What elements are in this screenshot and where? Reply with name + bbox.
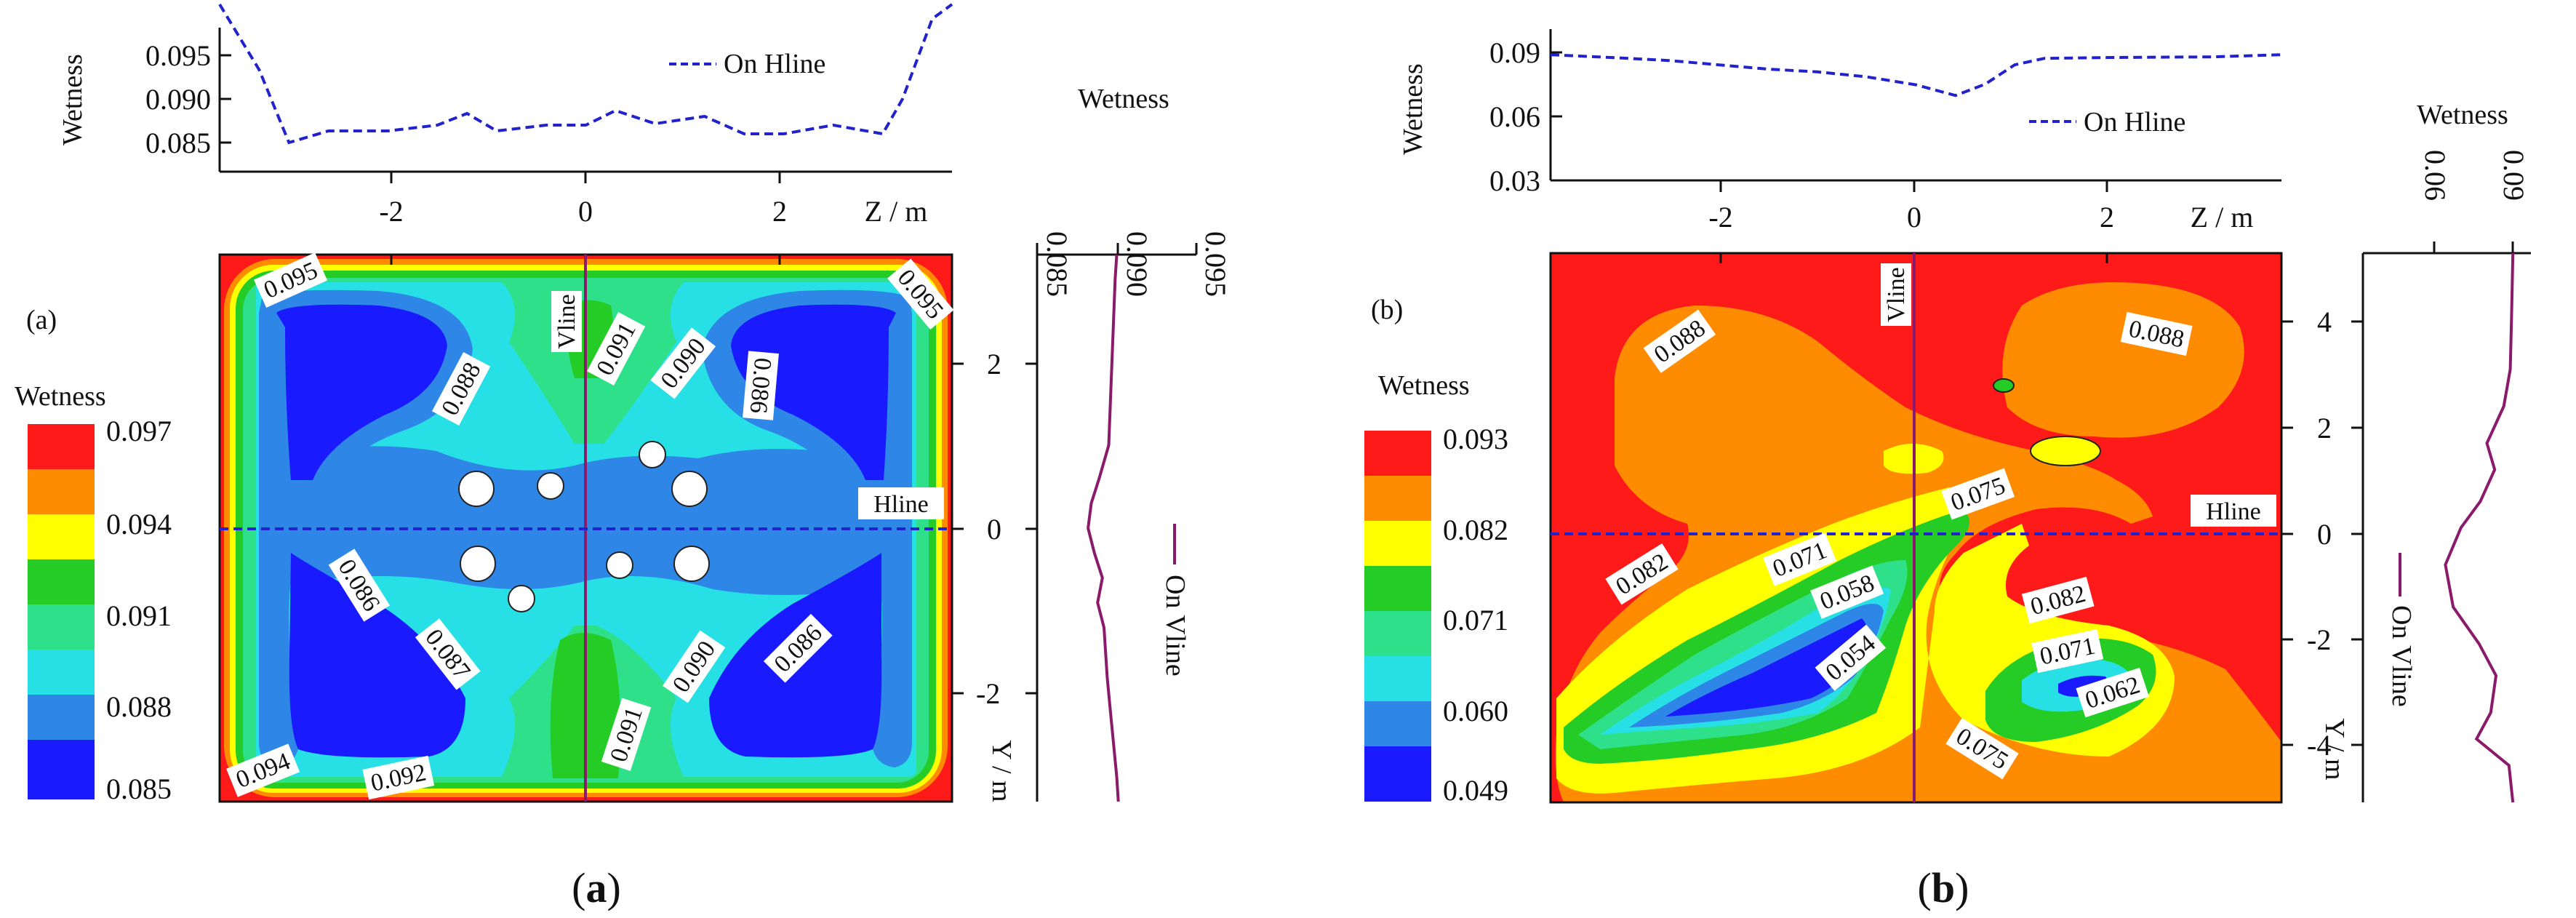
panel-b-top-legend-label: On Hline	[2084, 107, 2185, 137]
panel-a-vline-series	[1087, 254, 1120, 802]
panel-a-right-title: Wetness	[1078, 84, 1169, 114]
panel-b-right-title: Wetness	[2417, 100, 2508, 130]
panel-a-hline-label: Hline	[858, 487, 944, 519]
panel-a-colorbar-label-3: 0.088	[106, 690, 172, 723]
panel-b-top-xtick-1: 0	[1907, 201, 1921, 234]
panel-a-top-legend-label: On Hline	[724, 49, 825, 79]
svg-text:Hline: Hline	[873, 491, 929, 518]
panel-b-map-ytick-3: -2	[2307, 623, 2331, 656]
panel-b-top-xtick-2: 2	[2100, 201, 2114, 234]
panel-b-hline-series	[1550, 53, 2282, 97]
panel-a-right-tick-2: 0.095	[1199, 231, 1232, 297]
panel-a-contour-label: 0.094	[226, 743, 300, 797]
panel-b-right-tick-0: 0.06	[2419, 150, 2452, 201]
panel-b-colorbar-label-2: 0.071	[1443, 604, 1508, 636]
panel-b-map-ytick-2: 0	[2317, 518, 2332, 551]
panel-b-colorbar-title: Wetness	[1378, 370, 1470, 401]
panel-a-colorbar: Wetness 0.097 0.094 0.091 0.088 0.085	[15, 381, 172, 805]
panel-b-caption: (b)	[1918, 864, 1969, 911]
panel-b-map-ytick-4: -4	[2307, 729, 2331, 762]
panel-a-top-xtick-0: -2	[379, 195, 403, 228]
panel-a-top-plot: 0.085 0.090 0.095 Wetness -2 0 2 Z / m O…	[57, 3, 953, 228]
panel-a-colorbar-label-1: 0.094	[106, 508, 172, 540]
panel-a-top-ylabel: Wetness	[57, 54, 88, 145]
panel-b-contour-label: 0.088	[2120, 311, 2193, 356]
panel-b-map-ytick-1: 2	[2317, 412, 2332, 444]
svg-text:0.086: 0.086	[745, 356, 777, 414]
panel-b-right-legend-label: On Vline	[2386, 605, 2417, 707]
panel-b-top-xlabel: Z / m	[2191, 201, 2254, 234]
svg-text:Hline: Hline	[2206, 498, 2261, 525]
panel-b-top-ytick-2: 0.09	[1489, 36, 1540, 69]
panel-b-top-ytick-1: 0.06	[1489, 100, 1540, 133]
panel-b-colorbar-label-3: 0.060	[1443, 695, 1508, 727]
panel-b-right-tick-1: 0.09	[2497, 150, 2530, 201]
panel-a-colorbar-label-4: 0.085	[106, 773, 172, 805]
panel-b-contour-map: 4 2 0 -2 -4 Y / m (b) Vline Hline 0.088 …	[1371, 252, 2350, 804]
panel-b-top-ytick-0: 0.03	[1489, 164, 1540, 197]
panel-a-colorbar-title: Wetness	[15, 381, 106, 412]
panel-a-map-ytick-0: 2	[987, 348, 1001, 380]
panel-a-right-plot: Wetness 0.085 0.090 0.095 On Vline	[1025, 84, 1232, 802]
panel-b: 0.03 0.06 0.09 Wetness -2 0 2 Z / m On H…	[1364, 29, 2531, 911]
panel-a-top-xlabel: Z / m	[865, 195, 928, 228]
panel-a-caption: (a)	[572, 864, 621, 911]
panel-a-right-tick-0: 0.085	[1041, 231, 1073, 297]
panel-b-top-xtick-0: -2	[1708, 201, 1732, 234]
panel-b-colorbar-label-1: 0.082	[1443, 514, 1508, 546]
panel-b-right-plot: Wetness 0.06 0.09 On Vline	[2351, 100, 2531, 803]
panel-a-map-ylabel: Y / m	[986, 740, 1017, 802]
svg-text:Vline: Vline	[1883, 267, 1910, 322]
panel-b-tag: (b)	[1371, 295, 1403, 325]
panel-a-top-xtick-2: 2	[772, 195, 787, 228]
panel-b-colorbar-label-4: 0.049	[1443, 774, 1508, 807]
panel-a-top-ytick-2: 0.095	[145, 39, 211, 72]
panel-a: 0.085 0.090 0.095 Wetness -2 0 2 Z / m O…	[15, 3, 1232, 911]
panel-b-top-plot: 0.03 0.06 0.09 Wetness -2 0 2 Z / m On H…	[1398, 29, 2282, 234]
panel-a-contour-map: 2 0 -2 Y / m (a) Vline Hline 0.095 0.095…	[26, 252, 1017, 803]
svg-text:Vline: Vline	[553, 294, 580, 349]
panel-a-hline-series	[218, 3, 953, 145]
panel-b-map-ytick-0: 4	[2317, 306, 2332, 338]
panel-a-map-ytick-2: -2	[976, 677, 1000, 710]
panel-a-vline-label: Vline	[551, 291, 582, 352]
panel-a-tag: (a)	[26, 305, 57, 335]
panel-a-top-ytick-0: 0.085	[145, 127, 211, 159]
panel-b-top-ylabel: Wetness	[1398, 63, 1428, 155]
panel-b-map-ylabel: Y / m	[2319, 718, 2350, 780]
panel-a-colorbar-label-0: 0.097	[106, 415, 172, 447]
panel-a-top-ytick-1: 0.090	[145, 83, 211, 116]
panel-b-hline-label: Hline	[2191, 495, 2276, 527]
panel-a-right-tick-1: 0.090	[1121, 231, 1153, 297]
panel-a-map-ytick-1: 0	[987, 513, 1001, 546]
panel-a-top-xtick-1: 0	[578, 195, 593, 228]
panel-a-colorbar-label-2: 0.091	[106, 599, 172, 632]
panel-a-right-legend-label: On Vline	[1160, 575, 1191, 676]
panel-a-contour-label: 0.086	[743, 351, 779, 420]
panel-b-vline-label: Vline	[1881, 263, 1911, 326]
panel-b-colorbar-label-0: 0.093	[1443, 423, 1508, 455]
panel-b-vline-series	[2444, 252, 2515, 803]
panel-b-colorbar: Wetness 0.093 0.082 0.071 0.060 0.049	[1364, 370, 1508, 807]
